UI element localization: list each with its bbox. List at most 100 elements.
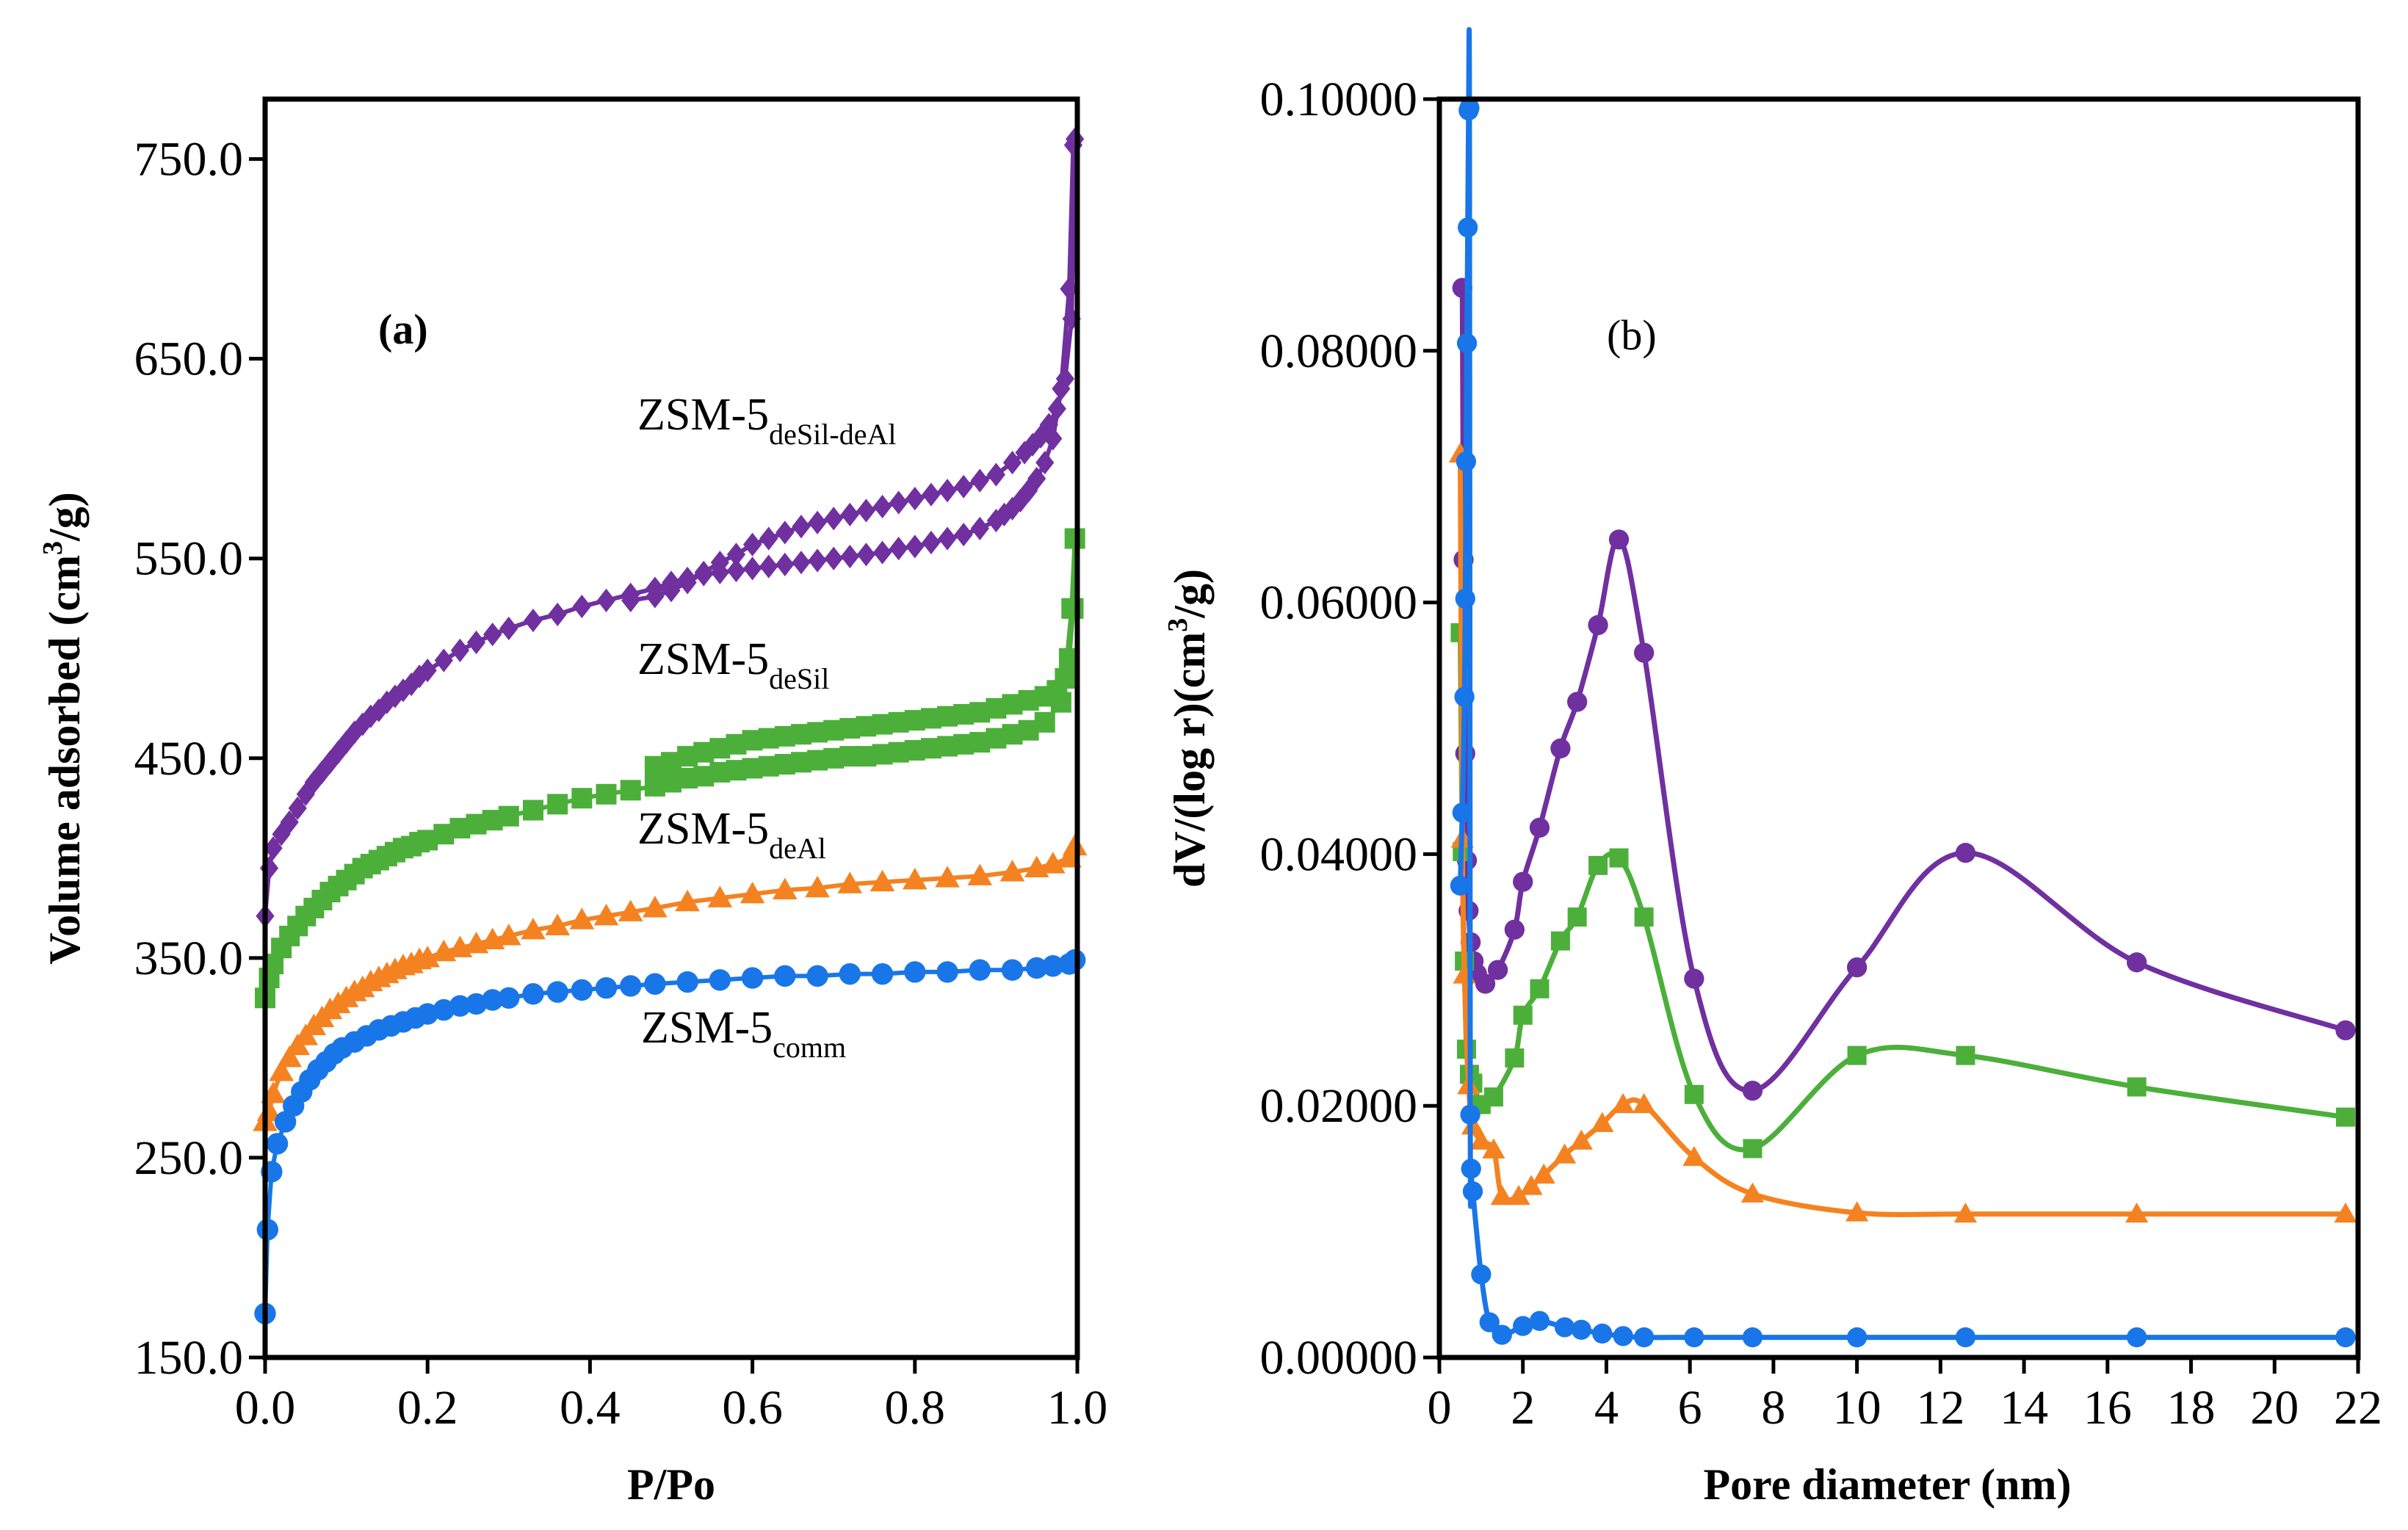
panel-b-y-tick-label: 0.10000: [1260, 73, 1418, 126]
panel-a-point-zsm-5desil-deal: [524, 608, 543, 633]
panel-a-y-tick-label: 450.0: [134, 732, 244, 786]
panel-a-point-zsm-5deal: [869, 869, 895, 892]
panel-b-point-zsm-5desil: [1684, 1084, 1704, 1104]
panel-a-x-tick-label: 0.0: [235, 1381, 296, 1435]
panel-a-point-zsm-5desil: [1034, 711, 1055, 733]
panel-b-x-tick-label: 20: [2250, 1381, 2299, 1435]
panel-a-point-zsm-5deal: [569, 907, 595, 929]
panel-a-point-zsm-5desil-deal: [280, 810, 299, 834]
panel-b-pore-distribution: 0 2 4 6 8 10 12 14 16 18 20 22 0.00000 0.02000 0.04000…: [1163, 26, 2382, 1509]
panel-a-point-zsm-5deal: [1041, 852, 1066, 874]
panel-b-point-zsm-5desil: [1513, 1005, 1533, 1025]
a-label-desil: ZSM-5deSil: [637, 634, 829, 695]
panel-a-point-zsm-5deal: [415, 946, 440, 968]
panel-a-point-zsm-5desil-deal: [288, 796, 307, 820]
panel-b-point-zsm-5comm: [1456, 451, 1477, 472]
panel-b-point-zsm-5comm: [1955, 1327, 1976, 1348]
panel-b-x-tick-label: 18: [2167, 1381, 2216, 1435]
panel-a-point-zsm-5comm: [481, 989, 504, 1011]
panel-a-point-zsm-5desil-deal: [922, 482, 941, 507]
panel-b-point-zsm-5comm: [1471, 1264, 1492, 1285]
panel-a-point-zsm-5comm: [1001, 959, 1024, 981]
panel-b-line-zsm-5comm: [1457, 26, 2346, 1341]
panel-a-point-zsm-5desil-deal: [759, 554, 778, 579]
panel-b-point-zsm-5desil-deal: [1742, 1080, 1763, 1101]
panel-a-point-zsm-5desil-deal: [386, 684, 405, 708]
panel-a-point-zsm-5desil-deal: [905, 534, 925, 559]
panel-b-y-tick-label: 0.04000: [1260, 827, 1418, 881]
panel-a-point-zsm-5desil-deal: [954, 522, 973, 547]
panel-b-line-zsm-5desil-deal: [1459, 288, 2347, 1094]
panel-b-point-zsm-5deal: [1519, 1175, 1543, 1195]
panel-a-point-zsm-5desil: [596, 783, 617, 805]
panel-a-point-zsm-5comm: [522, 983, 544, 1005]
panel-a-point-zsm-5deal: [935, 866, 960, 888]
panel-a-series-zsm-5comm: [254, 949, 1086, 1324]
panel-b-point-zsm-5desil-deal: [1475, 974, 1496, 994]
panel-a-point-zsm-5desil-deal: [889, 490, 908, 515]
panel-a-point-zsm-5desil-deal: [1047, 396, 1066, 421]
panel-b-point-zsm-5comm: [1456, 333, 1478, 354]
panel-b-point-zsm-5desil-deal: [1955, 843, 1976, 863]
panel-b-point-zsm-5desil: [1847, 1045, 1867, 1065]
panel-a-point-zsm-5desil-deal: [646, 584, 665, 609]
panel-a-point-zsm-5desil-deal: [466, 630, 486, 655]
panel-b-point-zsm-5deal: [1532, 1163, 1555, 1184]
panel-a-line-zsm-5desil-deal: [263, 137, 1077, 916]
panel-b-point-zsm-5desil-deal: [1684, 968, 1704, 989]
panel-a-series-zsm-5desil-deal: [256, 127, 1085, 928]
panel-a-point-zsm-5deal: [269, 1059, 294, 1081]
panel-a-point-zsm-5desil-deal: [621, 588, 640, 612]
panel-a-point-zsm-5deal: [521, 917, 546, 940]
panel-b-plot-frame: [1436, 96, 2361, 1360]
panel-a-y-tick-label: 250.0: [134, 1131, 244, 1185]
panel-a-point-zsm-5desil-deal: [856, 543, 876, 567]
panel-b-point-zsm-5desil: [1530, 979, 1550, 998]
panel-a-point-zsm-5comm: [969, 959, 991, 981]
panel-a-isotherms: 0.0 0.2 0.4 0.6 0.8 1.0 150.0 250.0 350.0 450.0 55…: [37, 96, 1107, 1509]
panel-a-point-zsm-5deal: [903, 867, 928, 890]
panel-b-point-zsm-5desil-deal: [1846, 957, 1868, 978]
panel-a-series-zsm-5desil: [255, 528, 1085, 1009]
panel-a-point-zsm-5desil-deal: [775, 552, 795, 577]
panel-a-point-zsm-5deal: [805, 875, 830, 898]
panel-a-point-zsm-5deal: [967, 863, 993, 885]
panel-b-point-zsm-5desil-deal: [1608, 529, 1630, 550]
panel-b-point-zsm-5comm: [1462, 1181, 1483, 1202]
panel-b-point-zsm-5deal: [1682, 1145, 1706, 1167]
panel-a-point-zsm-5desil-deal: [337, 730, 356, 755]
panel-b-label: (b): [1607, 311, 1657, 359]
panel-b-point-zsm-5desil: [2127, 1077, 2147, 1097]
panel-b-point-zsm-5desil-deal: [1529, 817, 1550, 838]
panel-a-point-zsm-5desil-deal: [938, 479, 957, 503]
panel-a-point-zsm-5desil-deal: [986, 463, 1005, 487]
panel-b-point-zsm-5desil: [1588, 855, 1608, 875]
panel-a-point-zsm-5desil-deal: [726, 543, 746, 567]
panel-a-point-zsm-5deal: [999, 860, 1025, 882]
panel-a-point-zsm-5comm: [571, 979, 593, 1001]
a-label-comm: ZSM-5comm: [641, 1003, 846, 1064]
panel-a-point-zsm-5desil-deal: [450, 638, 470, 662]
panel-a-point-zsm-5desil-deal: [1031, 424, 1050, 449]
panel-b-point-zsm-5deal: [1507, 1185, 1530, 1205]
panel-a-point-zsm-5desil-deal: [889, 537, 908, 561]
panel-b-point-zsm-5desil: [1634, 907, 1654, 927]
panel-a-point-zsm-5comm: [644, 973, 666, 995]
panel-a-point-zsm-5comm: [433, 998, 455, 1021]
panel-a-x-tick-label: 0.2: [397, 1381, 458, 1435]
panel-b-point-zsm-5comm: [1455, 588, 1475, 609]
panel-a-point-zsm-5desil-deal: [328, 740, 348, 764]
panel-b-x-tick-label: 14: [2000, 1381, 2048, 1435]
panel-b-x-tick-label: 2: [1511, 1381, 1535, 1435]
panel-b-point-zsm-5comm: [1513, 1316, 1533, 1336]
panel-a-point-zsm-5comm: [620, 975, 642, 997]
panel-a-point-zsm-5desil-deal: [726, 558, 746, 583]
panel-b-point-zsm-5comm: [1492, 1324, 1512, 1345]
panel-a-y-tick-label: 650.0: [134, 333, 244, 386]
panel-b-point-zsm-5desil-deal: [1504, 919, 1525, 940]
panel-b-point-zsm-5desil-deal: [1550, 738, 1571, 759]
panel-a-point-zsm-5desil-deal: [856, 498, 876, 523]
panel-a-point-zsm-5deal: [707, 885, 733, 907]
panel-a-point-zsm-5comm: [416, 1003, 438, 1025]
